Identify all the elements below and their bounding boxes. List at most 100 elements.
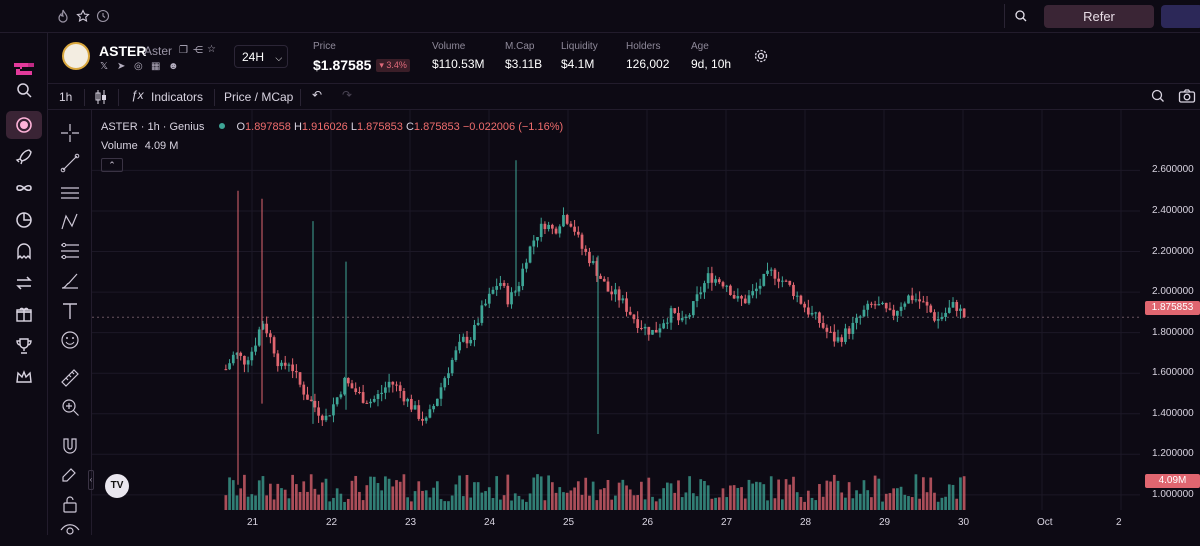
x-tick-label: 2 [1116,517,1122,528]
radar-icon[interactable] [14,115,34,135]
camera-icon[interactable] [1178,88,1196,107]
zoom-in-icon[interactable] [59,396,81,418]
stat-label: Volume [432,41,466,52]
volume-bar [959,477,962,510]
redo-icon[interactable]: ↷ [342,88,353,102]
telegram-icon[interactable]: ➤ [117,61,126,72]
pie-chart-icon[interactable] [14,210,34,230]
rocket-icon[interactable] [14,147,34,167]
x-social-icon[interactable]: 𝕏 [100,61,109,72]
share-icon[interactable]: ⋲ [193,45,203,56]
volume-bar [769,476,773,510]
candle-body [769,269,773,271]
volume-bar [272,499,276,510]
pattern-icon[interactable] [59,211,81,233]
infinity-icon[interactable] [14,178,34,198]
volume-bar [632,495,636,510]
divider [118,89,119,106]
indicators-button[interactable]: Indicators [151,90,204,104]
candle-body [884,302,888,309]
volume-bar [673,492,677,510]
clock-icon[interactable] [96,9,110,23]
fx-icon[interactable]: ƒx [131,88,144,102]
x-tick-label: 21 [247,517,259,528]
settings-gear-icon[interactable] [753,48,769,64]
volume-bar [910,497,914,510]
copy-icon[interactable]: ❐ [179,45,188,56]
price-mcap-toggle[interactable]: Price / MCap [224,90,294,104]
candle-body [721,282,725,287]
y-tick-label: 2.200000 [1152,245,1194,257]
volume-bar [825,480,829,510]
candle-body [576,231,580,235]
discord-icon[interactable]: ☻ [168,61,179,72]
candle-body [454,350,458,360]
flame-icon[interactable] [56,9,70,23]
volume-bar [228,477,231,510]
price-chart[interactable]: ASTER · 1h · Genius O1.897858 H1.916026 … [92,110,1200,535]
legend-change: −0.022006 (−1.16%) [462,121,564,133]
timeframe-select[interactable]: 24H ⌵ [234,45,288,68]
volume-bar [473,482,476,510]
ruler-icon[interactable] [59,367,81,389]
star-icon[interactable]: ☆ [207,44,216,55]
brush-icon[interactable] [59,270,81,292]
interval-button[interactable]: 1h [59,90,73,104]
candle-type-icon[interactable] [94,89,108,108]
app-logo-icon[interactable] [12,59,36,79]
fib-icon[interactable] [59,240,81,262]
volume-bar [688,476,691,510]
collapse-drawbar-button[interactable]: ‹ [88,470,94,490]
candle-body [847,328,851,334]
volume-bar [576,481,580,510]
lock-icon[interactable] [59,493,81,515]
collapse-legend-button[interactable]: ⌃ [101,158,123,172]
website-icon[interactable]: ◎ [134,61,143,72]
candle-body [703,283,706,293]
refer-button[interactable]: Refer [1044,5,1154,28]
volume-bar [565,492,569,510]
volume-bar [710,498,714,510]
candle-body [387,381,391,388]
volume-bar [439,499,443,510]
stat-label: Liquidity [561,41,598,52]
crown-icon[interactable] [14,367,34,387]
volume-bar [962,476,966,510]
volume-bar [339,493,343,510]
candle-body [588,251,591,264]
wallet-button[interactable] [1161,5,1200,28]
gift-icon[interactable] [14,304,34,324]
horizontal-lines-icon[interactable] [59,182,81,204]
emoji-icon[interactable] [59,329,81,351]
volume-bar [836,480,840,510]
swap-icon[interactable] [14,273,34,293]
ghost-icon[interactable] [14,241,34,261]
zoom-search-icon[interactable] [1150,88,1166,107]
candle-body [792,284,795,297]
crosshair-icon[interactable] [59,122,81,144]
trophy-icon[interactable] [14,336,34,356]
candle-body [298,372,302,385]
x-tick-label: 23 [405,517,417,528]
candle-body [955,302,959,311]
chart-canvas[interactable] [92,110,1200,535]
star-icon[interactable] [76,9,90,23]
candle-body [725,285,729,287]
candle-body [936,319,940,321]
contract-icon[interactable]: ▦ [151,61,161,72]
eye-icon[interactable] [59,519,81,541]
candle-body [647,326,651,335]
volume-bar [951,484,955,510]
volume-bar [766,500,769,510]
candle-body [439,387,443,399]
search-icon[interactable] [14,80,34,100]
pencil-lock-icon[interactable] [59,465,81,487]
magnet-icon[interactable] [59,435,81,457]
text-icon[interactable] [59,300,81,322]
volume-bar [458,475,461,510]
volume-bar [532,477,536,510]
trend-line-icon[interactable] [59,152,81,174]
volume-bar [510,500,513,510]
search-icon[interactable] [1014,9,1028,23]
undo-icon[interactable]: ↶ [312,88,323,102]
